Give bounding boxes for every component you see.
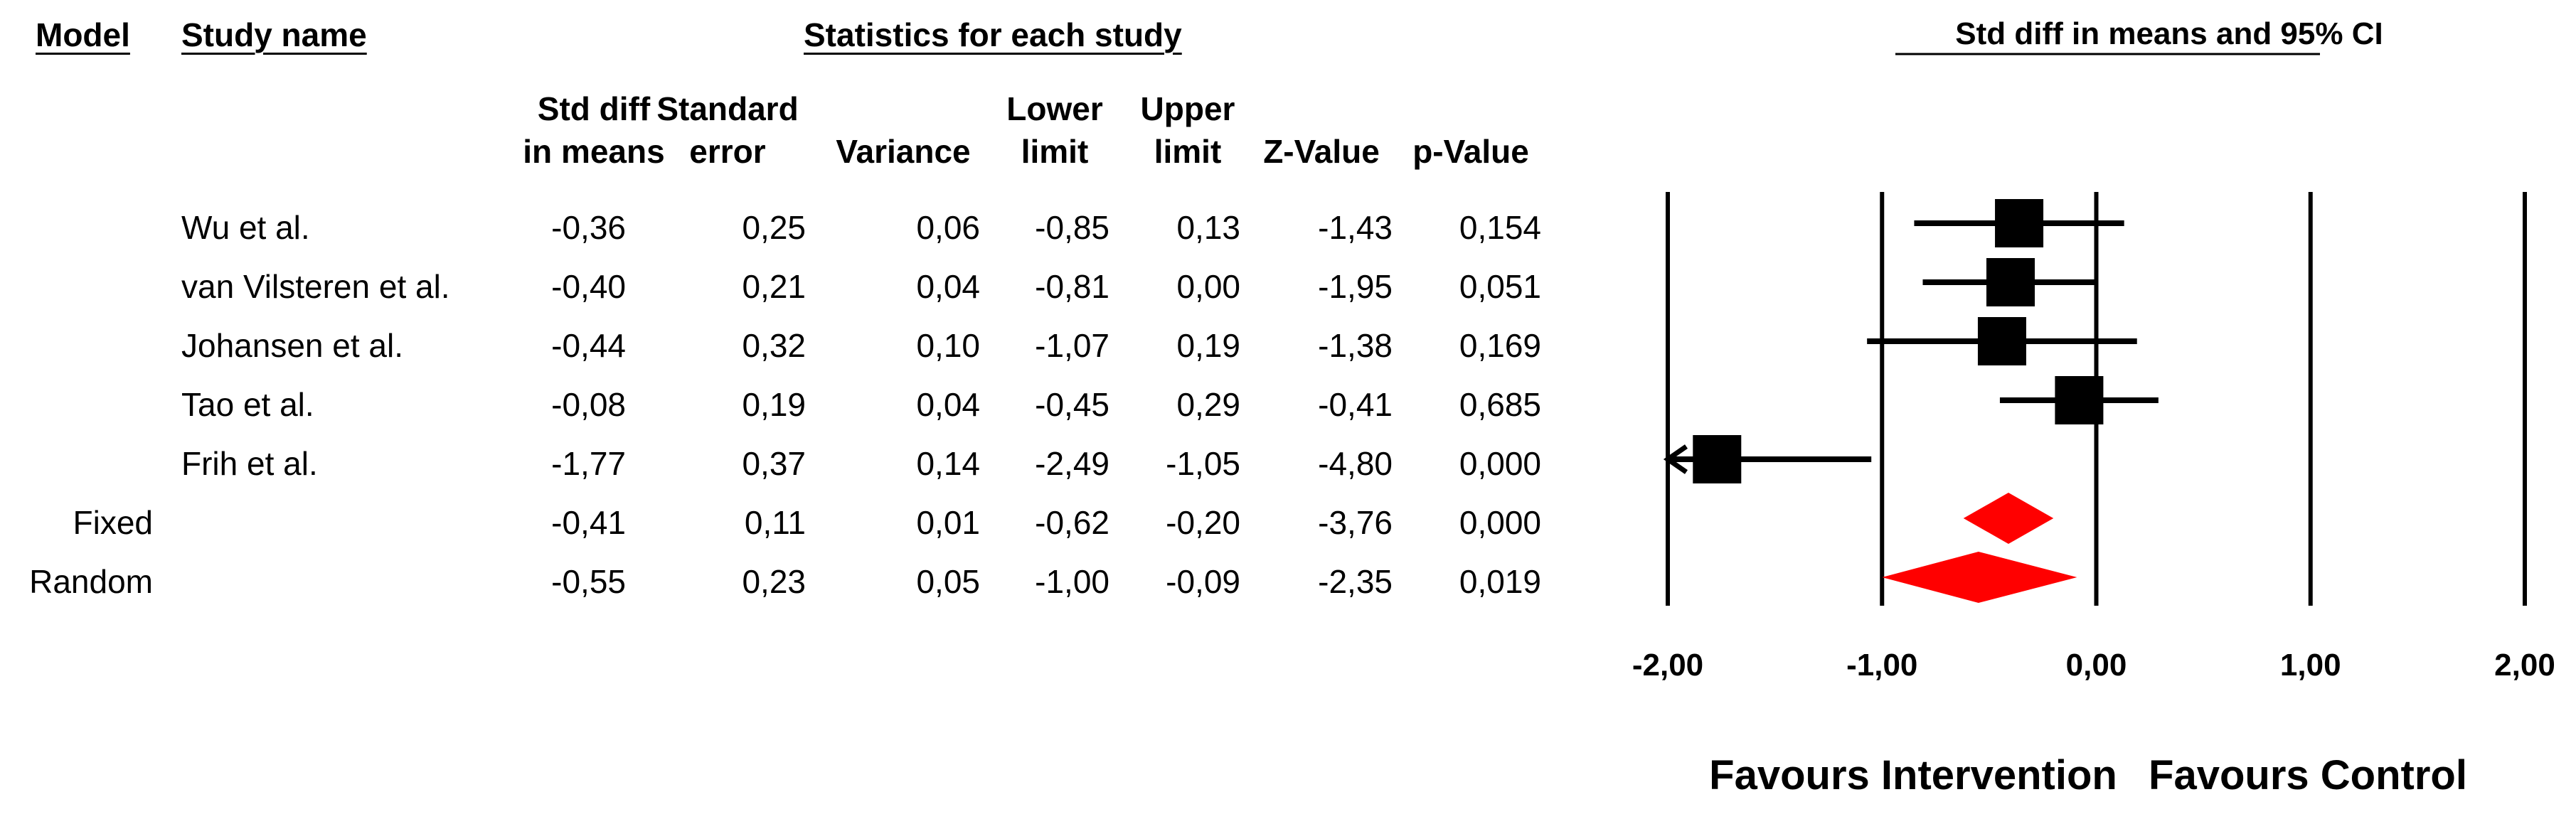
standard-error-cell: 0,37 <box>742 445 806 482</box>
study-name-cell: van Vilsteren et al. <box>181 268 450 305</box>
x-tick-label: -1,00 <box>1846 648 1917 682</box>
z-value-cell: -3,76 <box>1318 504 1393 541</box>
std-diff-cell: -0,08 <box>551 386 626 423</box>
standard-error-cell: 0,25 <box>742 209 806 246</box>
standard-error-cell: 0,32 <box>742 327 806 364</box>
z-value-cell: -0,41 <box>1318 386 1393 423</box>
upper-limit-cell: 0,00 <box>1176 268 1240 305</box>
study-marker <box>1977 317 2026 365</box>
z-value-cell: -4,80 <box>1318 445 1393 482</box>
study-marker <box>1995 199 2044 247</box>
study-marker <box>1693 435 1742 483</box>
x-tick-label: 0,00 <box>2066 648 2127 682</box>
lower-limit-cell: -0,85 <box>1035 209 1109 246</box>
favours-control-label: Favours Control <box>2149 752 2467 798</box>
variance-header-line2: Variance <box>836 133 971 170</box>
study-name-cell: Tao et al. <box>181 386 314 423</box>
study-name-cell: Wu et al. <box>181 209 310 246</box>
z-value-header-line2: Z-Value <box>1263 133 1380 170</box>
model-cell: Random <box>29 563 153 600</box>
plot-title: Std diff in means and 95% CI <box>1955 16 2383 51</box>
upper-limit-header-line1: Upper <box>1140 90 1235 127</box>
p-value-cell: 0,169 <box>1459 327 1541 364</box>
p-value-cell: 0,019 <box>1459 563 1541 600</box>
standard-error-cell: 0,19 <box>742 386 806 423</box>
lower-limit-header-line1: Lower <box>1006 90 1103 127</box>
lower-limit-cell: -0,45 <box>1035 386 1109 423</box>
variance-cell: 0,01 <box>916 504 980 541</box>
model-cell: Fixed <box>73 504 153 541</box>
std-diff-header-line1: Std diff <box>537 90 651 127</box>
upper-limit-cell: 0,19 <box>1176 327 1240 364</box>
lower-limit-header-line2: limit <box>1021 133 1089 170</box>
std-diff-cell: -1,77 <box>551 445 626 482</box>
p-value-cell: 0,000 <box>1459 504 1541 541</box>
std-diff-cell: -0,41 <box>551 504 626 541</box>
standard-error-cell: 0,21 <box>742 268 806 305</box>
x-tick-label: 2,00 <box>2494 648 2555 682</box>
p-value-header-line2: p-Value <box>1412 133 1529 170</box>
variance-cell: 0,14 <box>916 445 980 482</box>
model-header: Model <box>36 16 130 53</box>
lower-limit-cell: -0,62 <box>1035 504 1109 541</box>
variance-cell: 0,04 <box>916 268 980 305</box>
upper-limit-cell: -0,20 <box>1166 504 1240 541</box>
standard-error-header-line1: Standard <box>656 90 799 127</box>
standard-error-cell: 0,11 <box>744 504 806 541</box>
p-value-cell: 0,685 <box>1459 386 1541 423</box>
upper-limit-cell: 0,29 <box>1176 386 1240 423</box>
study-name-header: Study name <box>181 16 367 53</box>
summary-diamond <box>1963 493 2054 544</box>
variance-cell: 0,06 <box>916 209 980 246</box>
study-name-cell: Johansen et al. <box>181 327 404 364</box>
z-value-cell: -1,43 <box>1318 209 1393 246</box>
study-marker <box>2055 376 2104 424</box>
std-diff-cell: -0,55 <box>551 563 626 600</box>
std-diff-cell: -0,36 <box>551 209 626 246</box>
p-value-cell: 0,051 <box>1459 268 1541 305</box>
std-diff-cell: -0,40 <box>551 268 626 305</box>
lower-limit-cell: -2,49 <box>1035 445 1109 482</box>
favours-intervention-label: Favours Intervention <box>1709 752 2117 798</box>
upper-limit-cell: -1,05 <box>1166 445 1240 482</box>
ci-arrow <box>1663 444 1688 474</box>
standard-error-cell: 0,23 <box>742 563 806 600</box>
p-value-cell: 0,154 <box>1459 209 1541 246</box>
variance-cell: 0,10 <box>916 327 980 364</box>
study-marker <box>1986 258 2035 306</box>
standard-error-header-line2: error <box>689 133 766 170</box>
upper-limit-header-line2: limit <box>1154 133 1222 170</box>
statistics-header: Statistics for each study <box>804 16 1182 53</box>
std-diff-cell: -0,44 <box>551 327 626 364</box>
std-diff-header-line2: in means <box>523 133 665 170</box>
lower-limit-cell: -1,07 <box>1035 327 1109 364</box>
upper-limit-cell: 0,13 <box>1176 209 1240 246</box>
x-tick-label: 1,00 <box>2280 648 2341 682</box>
z-value-cell: -1,38 <box>1318 327 1393 364</box>
study-name-cell: Frih et al. <box>181 445 318 482</box>
lower-limit-cell: -0,81 <box>1035 268 1109 305</box>
z-value-cell: -1,95 <box>1318 268 1393 305</box>
lower-limit-cell: -1,00 <box>1035 563 1109 600</box>
p-value-cell: 0,000 <box>1459 445 1541 482</box>
x-tick-label: -2,00 <box>1632 648 1703 682</box>
summary-diamond <box>1882 552 2077 603</box>
upper-limit-cell: -0,09 <box>1166 563 1240 600</box>
z-value-cell: -2,35 <box>1318 563 1393 600</box>
variance-cell: 0,05 <box>916 563 980 600</box>
variance-cell: 0,04 <box>916 386 980 423</box>
